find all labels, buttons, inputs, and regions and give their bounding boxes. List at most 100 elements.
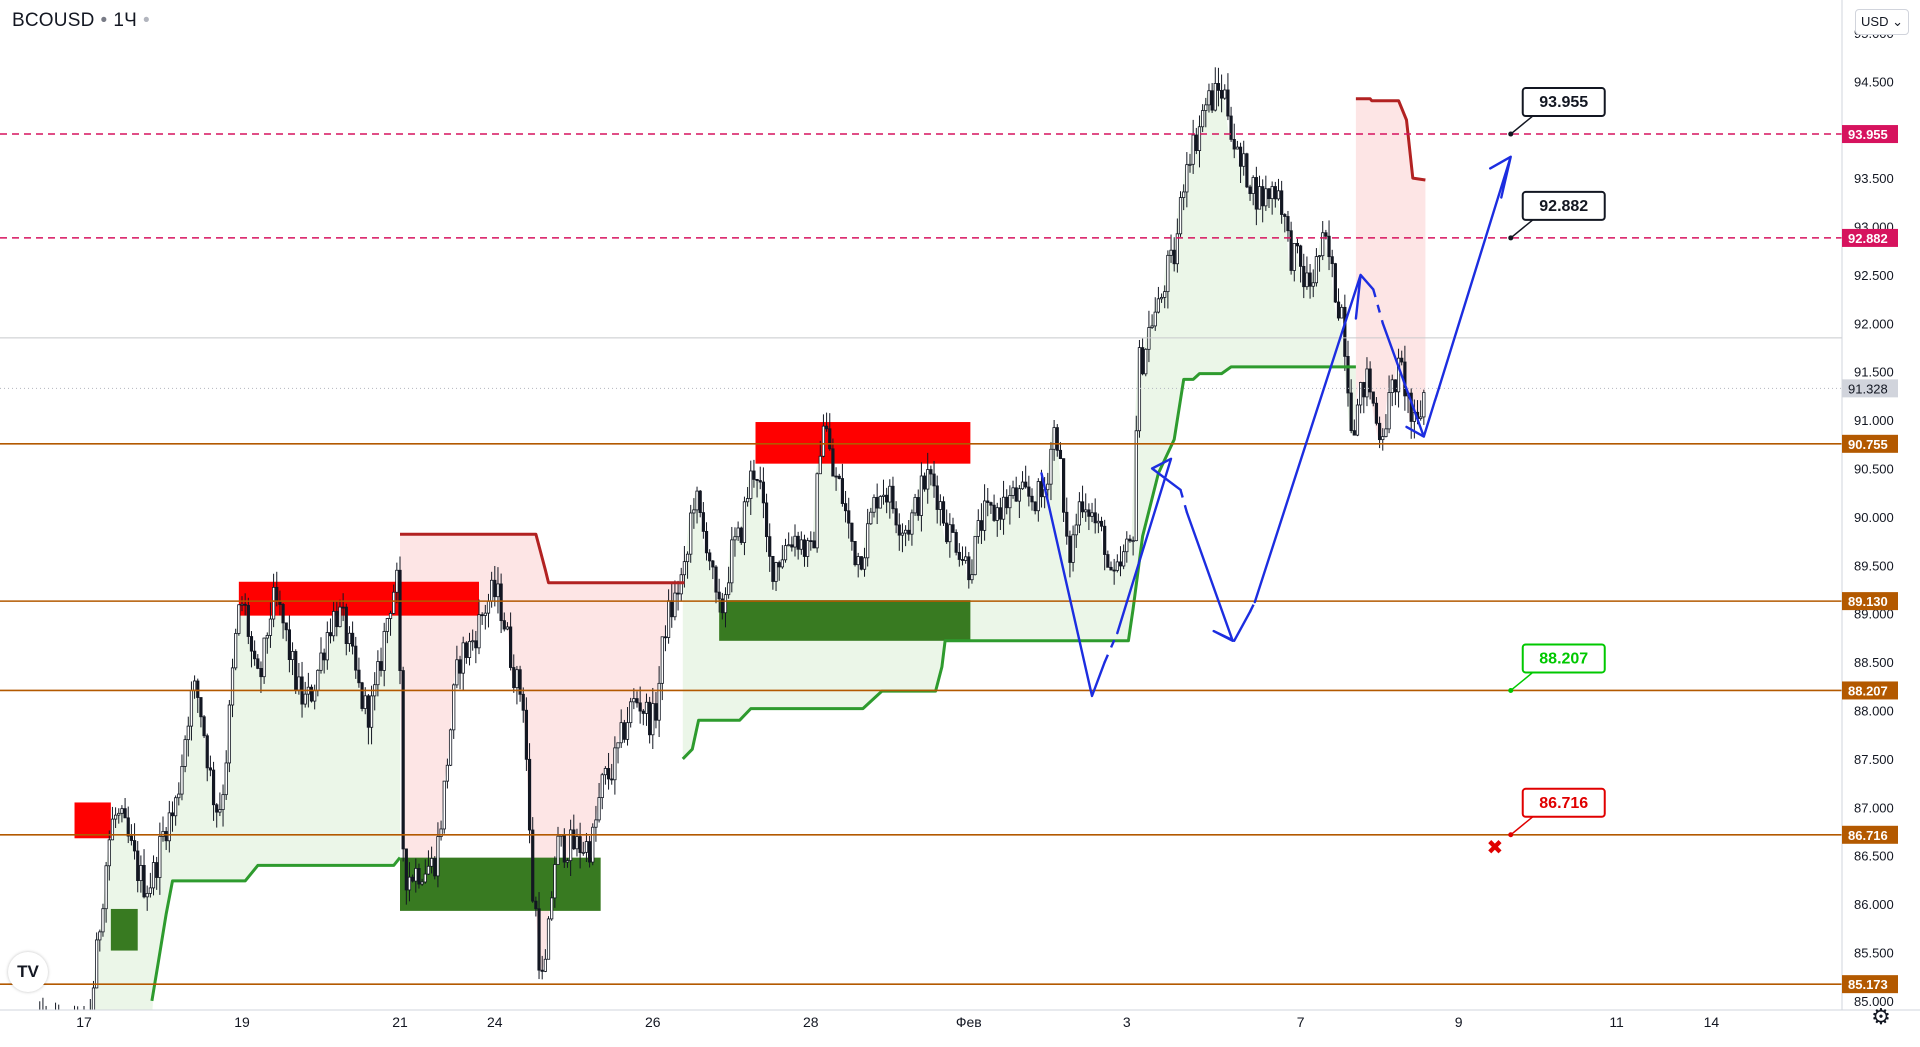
candle-body [148,887,152,894]
candle-body [1005,496,1009,509]
candle-body [1311,282,1315,287]
candle-body [531,829,535,902]
symbol-title[interactable]: BCOUSD • 1Ч • [12,10,150,32]
candle-body [613,747,617,781]
candle-body [565,860,570,863]
candle-body [136,850,140,881]
candle-body [632,698,636,703]
price-axis-level-tag-0 [1842,975,1898,994]
gear-icon[interactable]: ⚙ [1871,1005,1891,1030]
logo-text: TV [17,962,39,981]
candle-body [158,836,162,878]
candle-body [1033,501,1037,512]
interval-label[interactable]: 1Ч [113,10,137,31]
candle-body [1220,89,1224,99]
candle-body [1065,511,1069,537]
candle-body [205,735,209,769]
candle-body [575,836,579,850]
candle-body [1099,520,1104,527]
projection-arrow-1 [1116,457,1182,635]
candle-body [1292,242,1296,271]
candle-body [850,522,854,542]
candle-body [1305,272,1309,288]
candle-body [347,632,352,645]
candle-body [303,693,307,705]
candle-body [64,1017,66,1037]
candle-body [1024,481,1028,488]
candle-body [189,690,194,727]
candle-body [651,703,655,736]
candle-body [1321,232,1325,257]
candle-body [986,500,990,503]
price-axis-level-tag-2 [1842,681,1898,700]
candle-body [132,840,137,852]
candle-body [325,632,329,661]
candle-body [1147,327,1151,350]
price-axis-tick: 93.500 [1854,171,1894,186]
candle-body [1169,249,1173,256]
candle-body [234,633,238,669]
candle-body [1359,382,1363,406]
candle-body [1393,379,1397,393]
currency-button[interactable]: USD ⌄ [1855,9,1909,35]
candle-body [445,764,450,782]
candle-body [885,494,889,503]
candle-body [1261,186,1265,207]
candle-body [648,701,652,736]
candle-body [120,808,124,814]
candle-body [129,835,133,841]
candle-body [1122,551,1126,567]
candle-body [746,498,750,503]
supply-zone-2 [755,422,971,464]
candle-body [117,812,121,816]
candle-body [736,527,740,538]
candle-body [423,873,427,883]
candle-body [170,812,175,817]
candle-body [464,642,468,658]
candle-body [192,680,197,691]
plot-area: 93.955 92.882 88.207 86.716 ✖ [0,67,1842,1037]
candle-body [964,556,968,561]
candle-body [458,659,462,674]
candle-body [730,539,734,584]
projection-gap-3 [1372,289,1384,324]
candle-body [875,497,879,509]
candle-body [379,661,383,671]
candle-body [1062,458,1066,513]
candle-body [363,695,367,709]
price-axis-tick: 85.500 [1854,946,1894,961]
candle-body [294,651,298,691]
candle-body [591,826,595,863]
candle-body [657,682,661,721]
candle-body [919,475,924,516]
time-axis-tick: 11 [1609,1014,1624,1030]
price-axis-level-tag-5 [1842,228,1898,247]
candle-body [309,686,314,702]
candle-body [161,831,165,837]
candle-body [1371,391,1375,404]
candle-body [61,1031,63,1037]
candle-body [578,836,582,853]
demand-zone-2 [719,600,971,641]
candle-body [385,618,389,632]
price-axis-level-label-5: 92.882 [1848,231,1888,246]
candle-body [1172,249,1176,265]
candle-body [1333,263,1337,303]
tradingview-logo-icon[interactable]: TV [8,952,48,992]
candle-body [1273,186,1277,200]
candle-body [246,604,250,637]
candle-body [1365,368,1369,398]
candle-body [768,536,772,557]
candle-body [1128,538,1132,542]
callout-anchor-1 [1508,235,1514,241]
chevron-down-icon: ⌄ [1888,14,1903,29]
candle-body [556,835,560,865]
price-axis-tick: 88.500 [1854,655,1894,670]
candle-body [1229,115,1233,140]
candle-body [749,470,753,499]
candle-body [433,858,437,877]
candle-body [840,478,845,504]
candle-body [442,780,446,830]
